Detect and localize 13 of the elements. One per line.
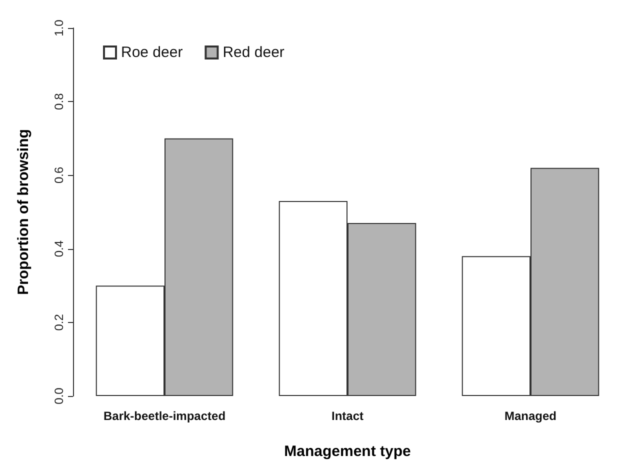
- y-tick-label: 1.0: [52, 19, 66, 36]
- y-tick-label: 0.6: [52, 166, 66, 184]
- y-tick-label: 0.0: [52, 387, 66, 404]
- y-tick-label: 0.4: [52, 240, 66, 258]
- legend-label: Roe deer: [121, 44, 183, 61]
- y-axis-title: Proportion of browsing: [15, 129, 32, 295]
- x-tick-label: Bark-beetle-impacted: [103, 409, 226, 423]
- y-tick-label: 0.2: [52, 314, 66, 331]
- legend-label: Red deer: [222, 44, 284, 61]
- y-tick-label: 0.8: [52, 92, 66, 110]
- x-tick-label: Intact: [331, 409, 364, 423]
- x-axis-title: Management type: [284, 443, 411, 460]
- x-tick-label: Managed: [504, 409, 557, 423]
